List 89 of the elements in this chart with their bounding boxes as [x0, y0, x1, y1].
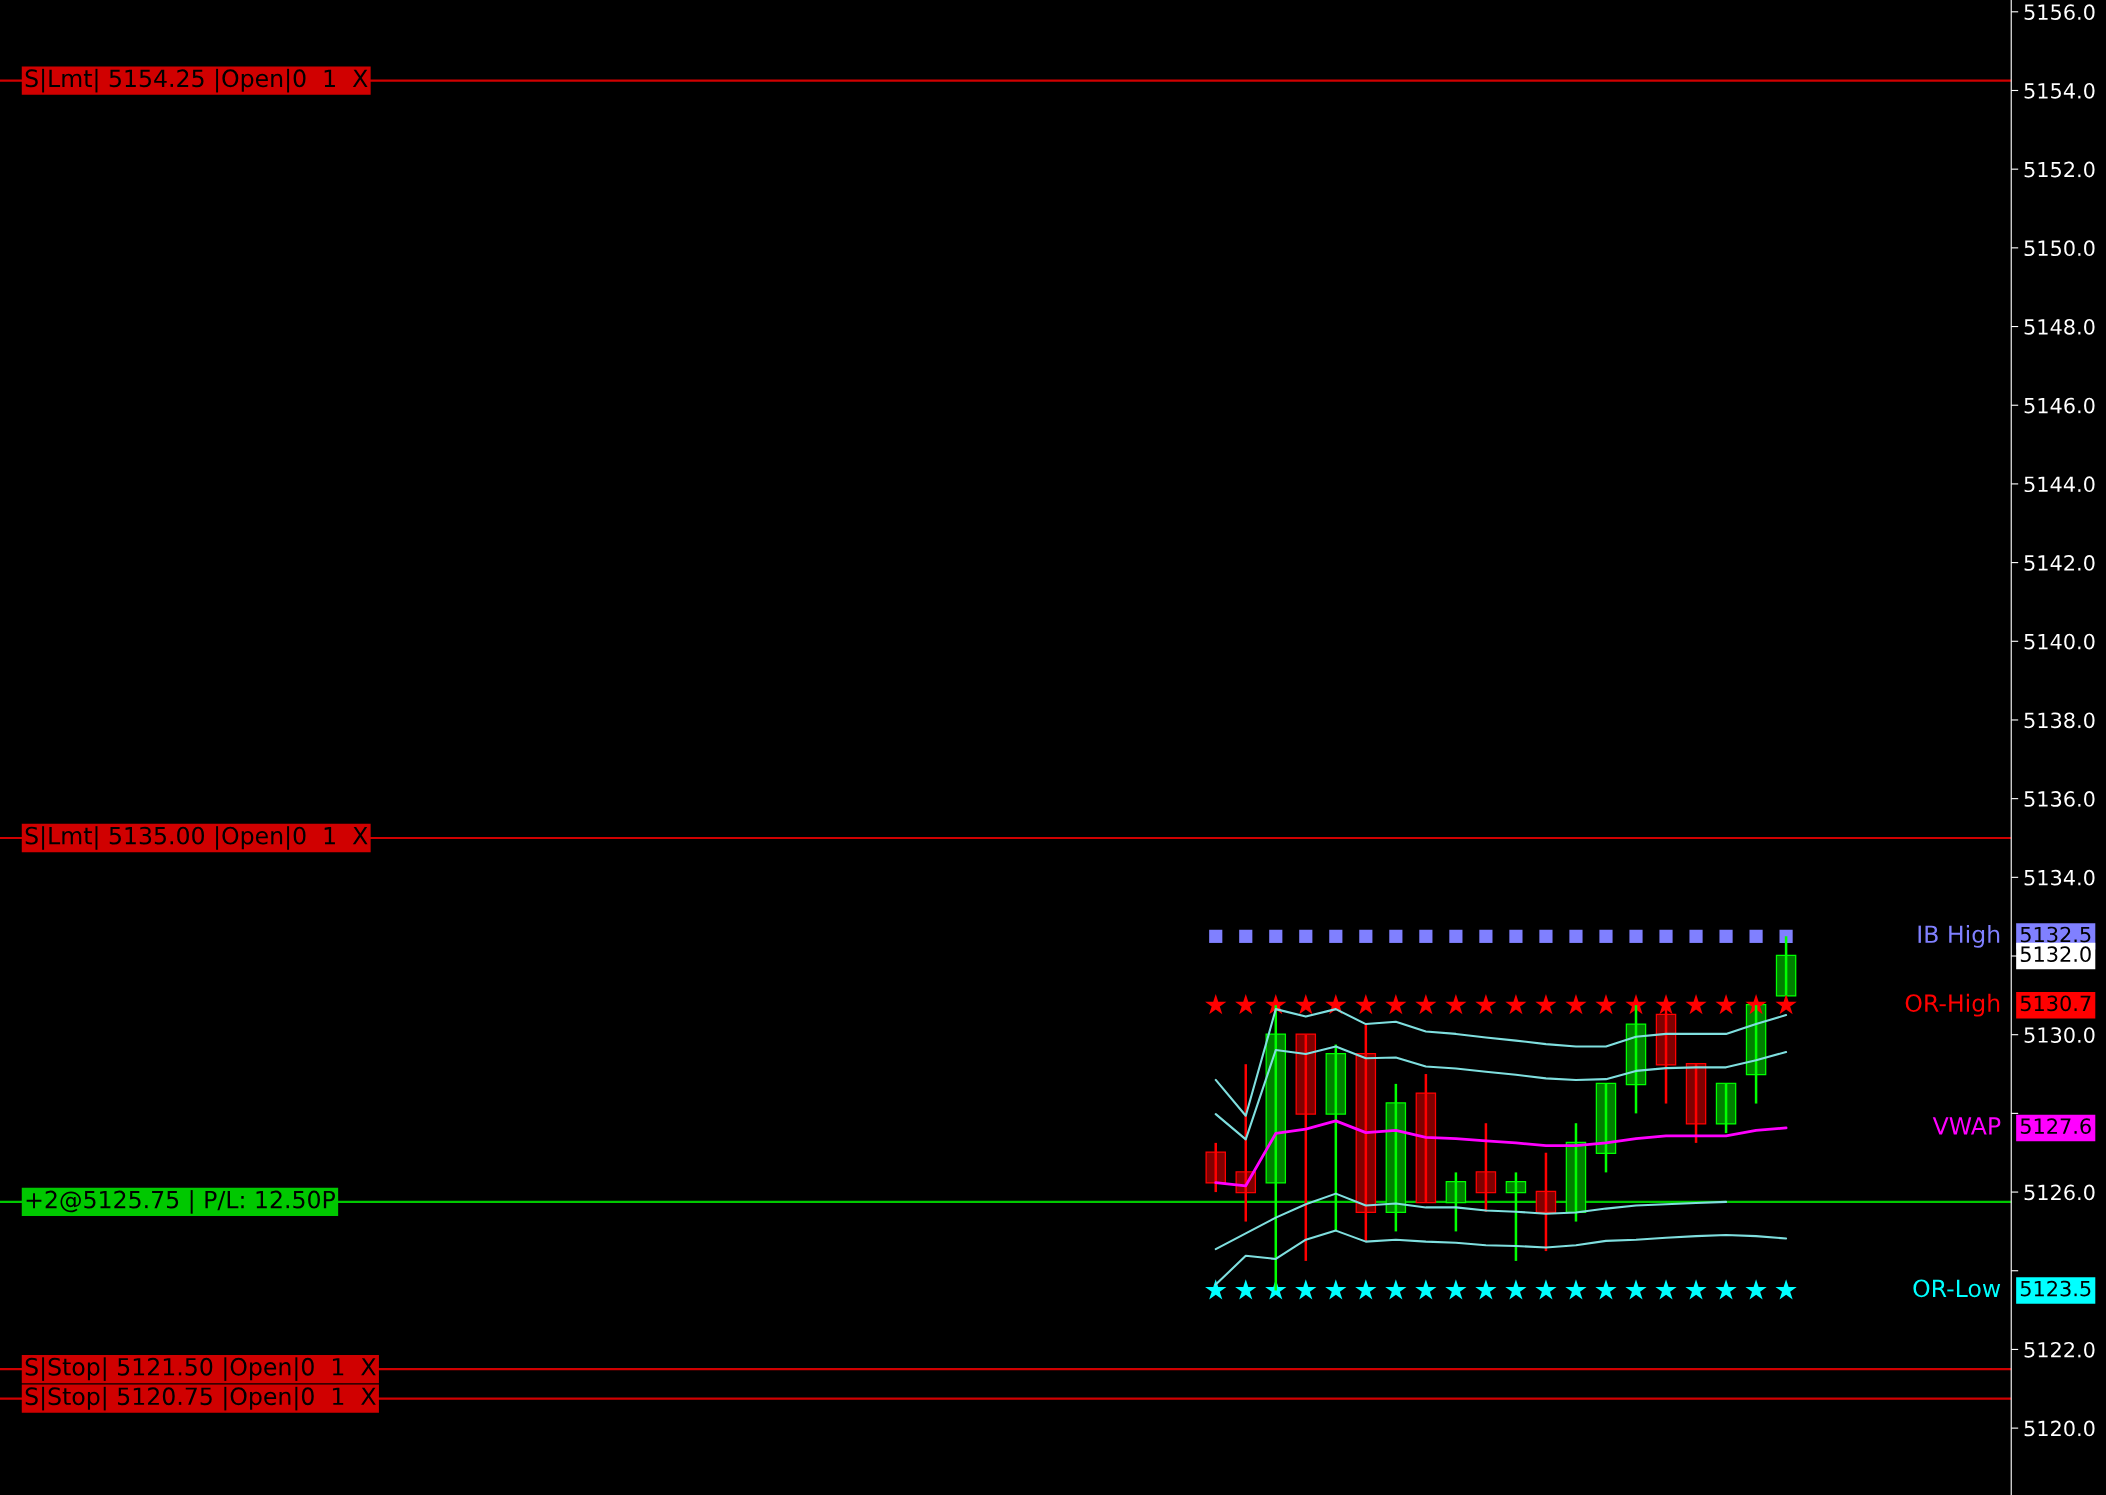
point — [1239, 929, 1253, 943]
y-tick-label: 5148.0 — [2024, 318, 2095, 335]
point — [1565, 1279, 1587, 1300]
point — [1505, 993, 1527, 1015]
point — [1355, 993, 1377, 1015]
point — [1329, 929, 1343, 943]
point — [1599, 929, 1613, 943]
line-series — [1214, 1045, 1788, 1141]
ref-line-label: +2@5125.75 | P/L: 12.50P — [26, 1190, 335, 1214]
point — [1775, 1279, 1797, 1300]
legend-label: OR-High — [1905, 993, 2000, 1017]
point — [1415, 993, 1437, 1015]
y-tick-label: 5150.0 — [2024, 240, 2095, 257]
ref-line-label: S|Lmt| 5154.25 |Open|0 1 X — [25, 68, 368, 93]
y-tick-label: 5122.0 — [2024, 1341, 2095, 1358]
text: 5123.5 — [2020, 1280, 2091, 1297]
candlestick — [1445, 1171, 1467, 1233]
y-tick-label: 5120.0 — [2024, 1420, 2095, 1437]
legend-label: VWAP — [1932, 1117, 2001, 1135]
point — [1299, 929, 1313, 943]
point — [1535, 993, 1557, 1015]
point — [1449, 929, 1463, 943]
point — [1719, 929, 1733, 943]
text: 5132.0 — [2020, 946, 2091, 963]
candlestick — [1475, 1121, 1497, 1213]
y-tick-label: 5152.0 — [2024, 161, 2095, 178]
point — [1569, 929, 1583, 943]
point — [1595, 993, 1617, 1015]
y-tick-label: 5126.0 — [2024, 1184, 2095, 1201]
point — [1659, 929, 1673, 943]
point — [1235, 1279, 1257, 1300]
y-tick-label: 5154.0 — [2024, 82, 2095, 99]
point — [1685, 993, 1707, 1015]
text: 5130.7 — [2020, 995, 2091, 1012]
point — [1205, 993, 1227, 1015]
point — [1235, 993, 1257, 1015]
y-tick-label: 5146.0 — [2024, 397, 2095, 414]
point — [1775, 993, 1797, 1015]
point — [1655, 1279, 1677, 1300]
point — [1205, 1279, 1227, 1300]
line-series — [1214, 1192, 1728, 1251]
legend-label: IB High — [1918, 924, 2000, 948]
candlestick — [1505, 1171, 1527, 1263]
point — [1479, 929, 1493, 943]
point — [1715, 1279, 1737, 1300]
point — [1535, 1279, 1557, 1300]
point — [1715, 993, 1737, 1015]
ref-line-label: S|Stop| 5121.50 |Open|0 1 X — [25, 1357, 376, 1381]
point — [1475, 1279, 1497, 1300]
point — [1745, 1279, 1767, 1300]
point — [1509, 929, 1523, 943]
point — [1415, 1279, 1437, 1300]
y-tick-label: 5136.0 — [2024, 791, 2095, 807]
candlestick — [1535, 1151, 1557, 1253]
point — [1355, 1279, 1377, 1300]
point — [1685, 1279, 1707, 1300]
point — [1385, 1279, 1407, 1300]
point — [1595, 1279, 1617, 1300]
point — [1359, 929, 1373, 943]
point — [1385, 993, 1407, 1015]
legend-label: OR-Low — [1913, 1279, 2001, 1298]
y-tick-label: 5142.0 — [2024, 555, 2095, 571]
point — [1295, 993, 1317, 1015]
point — [1269, 929, 1283, 943]
point — [1209, 929, 1223, 943]
point — [1505, 1279, 1527, 1300]
point — [1445, 993, 1467, 1015]
point — [1539, 929, 1553, 943]
y-tick-label: 5140.0 — [2024, 633, 2095, 650]
point — [1749, 929, 1763, 943]
point — [1629, 929, 1643, 943]
point — [1419, 929, 1433, 943]
point — [1689, 929, 1703, 943]
point — [1625, 1279, 1647, 1300]
point — [1295, 1279, 1317, 1300]
y-tick-label: 5156.0 — [2024, 4, 2095, 21]
y-tick-label: 5130.0 — [2024, 1027, 2095, 1043]
y-tick-label: 5138.0 — [2024, 712, 2095, 729]
y-tick-label: 5144.0 — [2024, 476, 2095, 493]
point — [1475, 993, 1497, 1015]
point — [1445, 1279, 1467, 1300]
text: 5127.6 — [2020, 1118, 2091, 1134]
ref-line-label: S|Lmt| 5135.00 |Open|0 1 X — [25, 826, 368, 850]
point — [1325, 1279, 1347, 1300]
y-tick-label: 5134.0 — [2024, 869, 2095, 886]
ref-line-label: S|Stop| 5120.75 |Open|0 1 X — [25, 1386, 376, 1411]
text: 5132.5 — [2020, 926, 2091, 943]
point — [1565, 993, 1587, 1015]
point — [1389, 929, 1403, 943]
